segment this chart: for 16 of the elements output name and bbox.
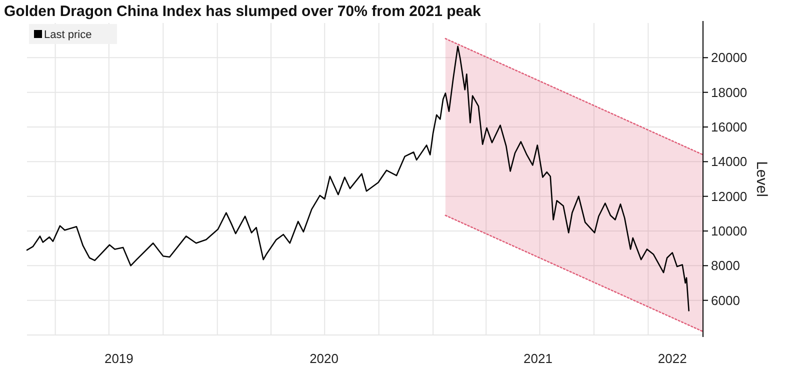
y-axis-title: Level (753, 161, 770, 197)
x-tick-label: 2020 (310, 351, 338, 366)
x-tick-label: 2019 (104, 351, 134, 366)
legend-label: Last price (44, 29, 92, 41)
x-tick-label: 2021 (524, 351, 552, 366)
y-tick-label: 8000 (711, 258, 740, 274)
y-tick-label: 14000 (711, 154, 748, 170)
y-tick-label: 6000 (711, 292, 740, 308)
y-tick-label: 12000 (711, 188, 748, 204)
y-tick-label: 18000 (711, 84, 748, 100)
y-tick-label: 10000 (711, 224, 748, 239)
line-series (26, 46, 690, 312)
y-tick-label: 20000 (711, 50, 748, 66)
y-tick-label: 16000 (711, 120, 748, 135)
x-tick-label: 2022 (658, 351, 687, 366)
chart-title: Golden Dragon China Index has slumped over 70% from 2021 peak (4, 3, 482, 20)
